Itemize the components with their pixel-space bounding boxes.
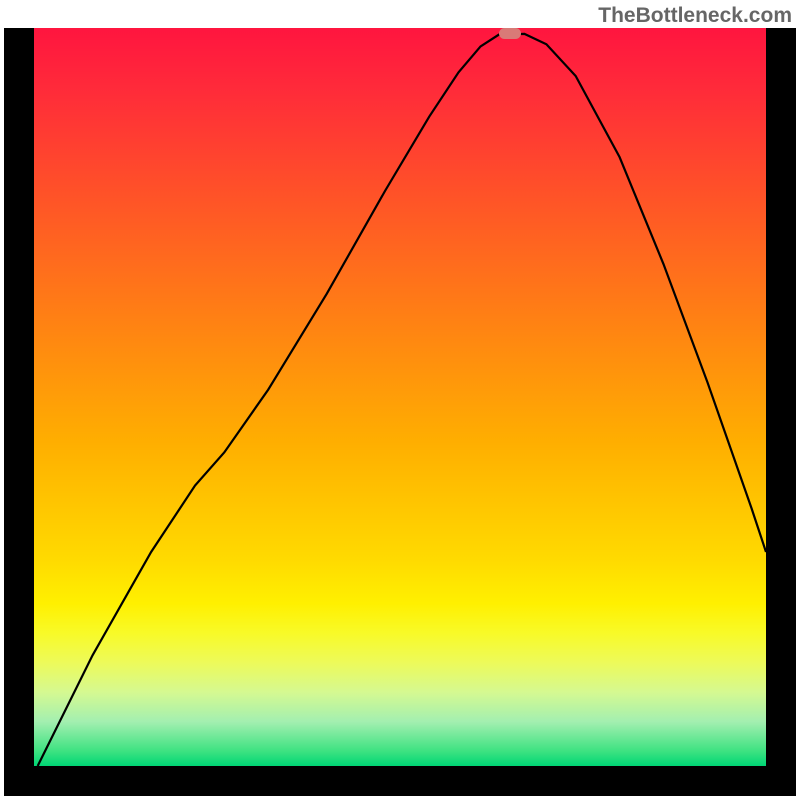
chart-frame <box>4 28 796 796</box>
watermark-text: TheBottleneck.com <box>598 4 792 28</box>
optimal-point-marker <box>499 28 521 39</box>
bottleneck-curve <box>34 28 766 766</box>
plot-area <box>34 28 766 766</box>
